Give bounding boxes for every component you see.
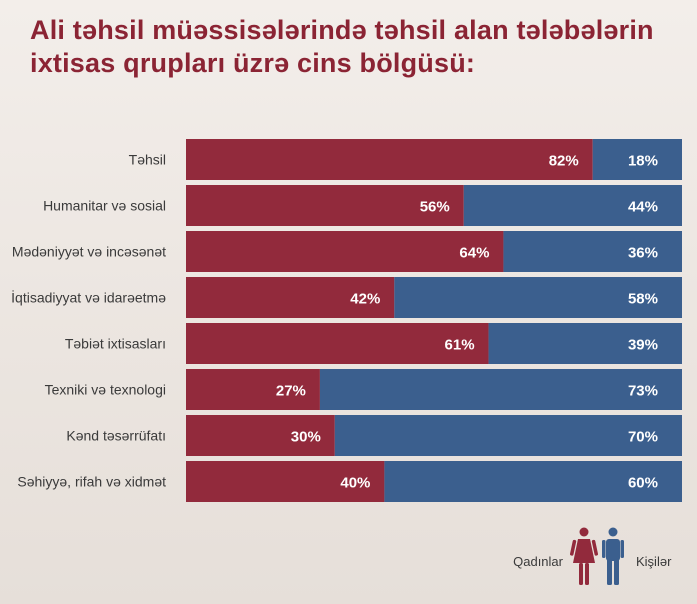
value-label-female: 42% [350, 291, 380, 308]
bar-male [488, 323, 682, 364]
category-label: İqtisadiyyat və idarəetmə [11, 289, 166, 306]
value-label-female: 64% [459, 245, 489, 262]
bar-row: Mədəniyyət və incəsənət 64% 36% [12, 231, 682, 272]
value-label-male: 36% [628, 245, 658, 262]
chart-title-line-1: Ali təhsil müəssisələrində təhsil alan t… [30, 15, 654, 45]
male-icon-leg [607, 559, 612, 585]
chart-title-line-2: ixtisas qrupları üzrə cins bölgüsü: [30, 48, 476, 78]
category-label: Təbiət ixtisasları [65, 336, 166, 352]
category-label: Mədəniyyət və incəsənət [12, 244, 166, 260]
value-label-male: 70% [628, 429, 658, 446]
bar-male [319, 369, 682, 410]
bar-row: Kənd təsərrüfatı 30% 70% [66, 415, 682, 456]
bar-female [186, 139, 593, 180]
female-icon-leg [585, 563, 589, 585]
value-label-female: 61% [445, 337, 475, 354]
value-label-male: 58% [628, 291, 658, 308]
value-label-female: 82% [549, 153, 579, 170]
bar-male [463, 185, 682, 226]
bar-female [186, 277, 395, 318]
value-label-female: 30% [291, 429, 321, 446]
value-label-male: 39% [628, 337, 658, 354]
bar-row: Səhiyyə, rifah və xidmət 40% 60% [17, 461, 682, 502]
bar-row: Texniki və texnologi 27% 73% [45, 369, 682, 410]
category-label: Təhsil [129, 152, 166, 168]
bar-row: Humanitar və sosial 56% 44% [43, 185, 682, 226]
male-icon-leg [614, 559, 619, 585]
category-label: Humanitar və sosial [43, 198, 166, 214]
legend-label-male: Kişilər [636, 554, 672, 569]
legend-label-female: Qadınlar [513, 554, 564, 569]
category-label: Səhiyyə, rifah və xidmət [17, 474, 166, 490]
male-icon [602, 527, 624, 585]
bar-female [186, 369, 320, 410]
bar-row: Təhsil 82% 18% [129, 139, 682, 180]
value-label-male: 18% [628, 153, 658, 170]
legend: Qadınlar Kişilər [513, 527, 672, 585]
female-icon-arm [569, 539, 577, 556]
bar-male [592, 139, 682, 180]
bar-female [186, 415, 335, 456]
female-icon-dress [573, 539, 595, 563]
value-label-female: 56% [420, 199, 450, 216]
bar-row: İqtisadiyyat və idarəetmə 42% 58% [11, 277, 682, 318]
value-label-male: 73% [628, 383, 658, 400]
value-label-female: 27% [276, 383, 306, 400]
bar-male [334, 415, 682, 456]
value-label-male: 44% [628, 199, 658, 216]
bar-female [186, 461, 385, 502]
male-icon-arm [602, 540, 606, 558]
male-icon-torso [606, 539, 620, 561]
bar-female [186, 323, 489, 364]
male-icon-head [608, 527, 618, 537]
category-label: Texniki və texnologi [45, 382, 166, 398]
bar-row: Təbiət ixtisasları 61% 39% [65, 323, 682, 364]
female-icon [569, 527, 599, 585]
bar-male [394, 277, 682, 318]
bar-female [186, 185, 464, 226]
male-icon-arm [620, 540, 624, 558]
value-label-male: 60% [628, 475, 658, 492]
bar-female [186, 231, 504, 272]
bar-male [384, 461, 682, 502]
female-icon-arm [591, 539, 599, 556]
category-label: Kənd təsərrüfatı [66, 428, 166, 444]
female-icon-leg [579, 563, 583, 585]
female-icon-head [579, 527, 589, 537]
bar-male [503, 231, 682, 272]
chart-title: Ali təhsil müəssisələrində təhsil alan t… [30, 14, 680, 80]
value-label-female: 40% [340, 475, 370, 492]
